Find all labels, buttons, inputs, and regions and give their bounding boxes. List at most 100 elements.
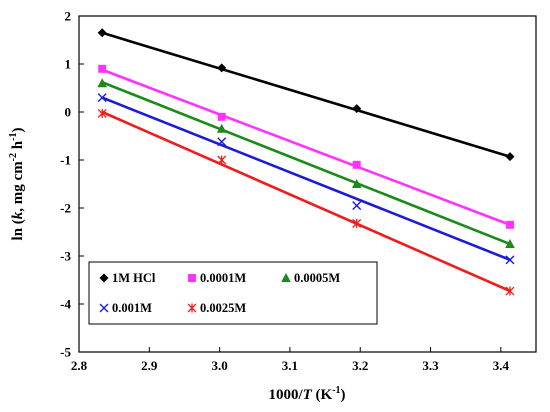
- y-axis-title-sup: -1: [8, 133, 19, 141]
- marker-diamond: [217, 63, 227, 73]
- marker-x: [217, 137, 227, 147]
- data-point: [97, 93, 107, 103]
- x-axis-title-var: T: [303, 387, 313, 403]
- data-point: [505, 255, 515, 265]
- data-point: [352, 104, 362, 114]
- marker-square: [188, 274, 196, 282]
- y-axis-title-part: , mg cm: [10, 161, 26, 212]
- legend-marker: [281, 273, 291, 282]
- data-point: [352, 201, 362, 211]
- marker-star: [217, 155, 227, 165]
- data-point: [352, 160, 361, 169]
- x-tick-label: 3.3: [422, 358, 439, 373]
- marker-diamond: [505, 152, 515, 162]
- data-point: [351, 179, 362, 188]
- data-points: [97, 28, 515, 296]
- legend-label-0.0025m: 0.0025M: [200, 301, 246, 315]
- legend-marker: [99, 303, 109, 313]
- marker-x: [97, 93, 107, 103]
- x-axis-title-part: 1000/: [268, 387, 303, 403]
- marker-diamond: [99, 273, 109, 283]
- marker-star: [97, 108, 107, 118]
- data-point: [217, 112, 226, 121]
- x-tick-label: 3.4: [493, 358, 510, 373]
- x-axis-title-part: ): [341, 387, 346, 403]
- marker-triangle: [351, 179, 362, 188]
- y-axis-title-part: ln (: [10, 219, 26, 240]
- fit-line: [101, 31, 511, 158]
- marker-triangle: [505, 239, 515, 248]
- marker-x: [352, 201, 362, 211]
- fit-line: [101, 96, 511, 262]
- y-tick-label: -2: [60, 201, 71, 216]
- marker-x: [505, 255, 515, 265]
- x-tick-label: 3.0: [211, 358, 227, 373]
- data-point: [216, 123, 227, 133]
- data-point: [505, 239, 515, 248]
- marker-square: [98, 64, 107, 73]
- y-tick-label: 0: [65, 105, 72, 120]
- legend-box: [88, 261, 378, 325]
- marker-triangle: [97, 78, 108, 88]
- data-point: [217, 137, 227, 147]
- data-point: [97, 108, 107, 118]
- legend: 1M HCl 0.0001M 0.0005M 0.001M 0.0025M: [88, 261, 378, 325]
- data-point: [352, 218, 362, 228]
- legend-item-0.0001m: 0.0001M: [188, 271, 246, 285]
- y-axis-title-sup: -2: [8, 153, 19, 161]
- y-tick-label: -1: [60, 153, 71, 168]
- marker-square: [505, 220, 514, 229]
- marker-x: [99, 303, 109, 313]
- data-point: [97, 78, 108, 88]
- marker-star: [352, 218, 362, 228]
- legend-item-0.0005m: 0.0005M: [281, 271, 340, 285]
- marker-triangle: [281, 273, 291, 282]
- data-point: [97, 28, 107, 38]
- data-point: [217, 155, 227, 165]
- fit-line: [101, 110, 511, 293]
- legend-label-0.0001m: 0.0001M: [200, 271, 246, 285]
- data-point: [505, 286, 515, 296]
- x-tick-label: 3.1: [282, 358, 298, 373]
- data-point: [505, 220, 514, 229]
- marker-triangle: [216, 123, 227, 133]
- marker-diamond: [352, 104, 362, 114]
- legend-marker: [188, 274, 196, 282]
- y-tick-label: -5: [60, 345, 71, 360]
- y-axis-title: ln (k, mg cm-2 h-1): [8, 128, 26, 241]
- legend-item-1m-hcl: 1M HCl: [99, 271, 156, 285]
- y-axis-title-part: ): [10, 128, 26, 133]
- y-axis-title-var: k: [10, 211, 26, 219]
- marker-star: [505, 286, 515, 296]
- axis-ticks: 2.8 2.9 3.0 3.1 3.2 3.3 3.4 2 1 0 -1 -2 -3 -4 -5: [60, 9, 509, 374]
- y-tick-label: -4: [60, 297, 71, 312]
- legend-marker: [187, 303, 197, 313]
- data-point: [217, 63, 227, 73]
- marker-square: [352, 160, 361, 169]
- y-axis-title-part: h: [10, 140, 26, 153]
- legend-item-0.001m: 0.001M: [99, 301, 152, 315]
- legend-label-0.0005m: 0.0005M: [294, 271, 340, 285]
- marker-square: [217, 112, 226, 121]
- x-tick-label: 2.9: [141, 358, 158, 373]
- y-tick-label: -3: [60, 249, 71, 264]
- fit-line: [101, 81, 511, 246]
- legend-item-0.0025m: 0.0025M: [187, 301, 246, 315]
- legend-marker: [99, 273, 109, 283]
- legend-label-0.001m: 0.001M: [112, 301, 152, 315]
- fit-lines: [101, 31, 511, 293]
- data-point: [98, 64, 107, 73]
- fit-line: [101, 68, 511, 227]
- x-tick-label: 2.8: [71, 358, 88, 373]
- x-tick-label: 3.2: [352, 358, 368, 373]
- x-axis-title-sup: -1: [332, 385, 340, 396]
- marker-star: [187, 303, 197, 313]
- marker-diamond: [97, 28, 107, 38]
- y-tick-label: 2: [65, 9, 72, 24]
- data-point: [505, 152, 515, 162]
- x-axis-title: 1000/T (K-1): [268, 385, 345, 403]
- y-tick-label: 1: [65, 57, 72, 72]
- x-axis-title-part: (K: [312, 387, 333, 403]
- legend-label-1m-hcl: 1M HCl: [112, 271, 156, 285]
